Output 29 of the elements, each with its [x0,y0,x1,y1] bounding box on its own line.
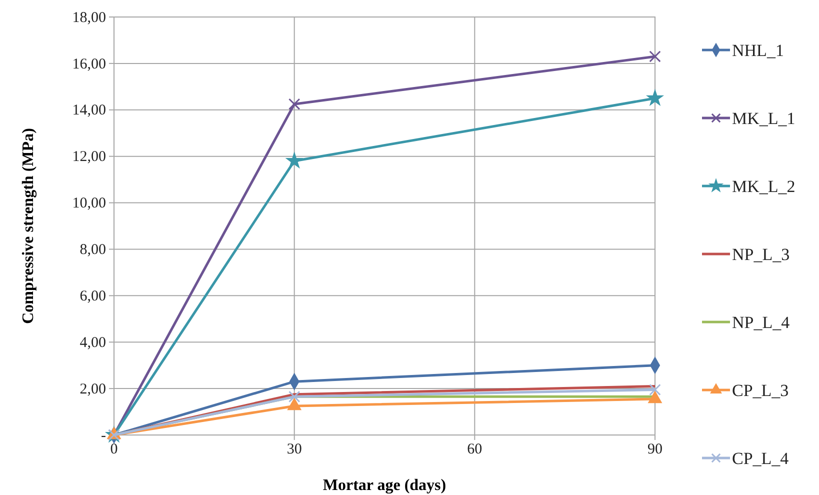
y-tick-label: 10,00 [72,196,106,212]
x-tick-label: 30 [286,442,302,458]
legend-label: NP_L_4 [732,313,790,332]
x-axis-title: Mortar age (days) [322,477,446,494]
point [646,90,664,106]
x-tick-label: 0 [110,442,118,458]
legend-label: CP_L_4 [732,449,790,468]
y-tick-label: 14,00 [72,102,106,119]
legend-label: NP_L_3 [732,245,790,264]
legend-label: CP_L_3 [732,381,789,400]
x-tick-label: 90 [648,442,662,458]
y-tick-label: 8,00 [80,242,106,258]
point [286,152,302,168]
y-tick-label: 18,00 [72,10,106,26]
legend-label: NHL_1 [732,41,784,60]
y-tick-label: - [101,428,106,444]
y-tick-label: 6,00 [80,288,106,304]
point [649,384,661,396]
y-tick-label: 16,00 [72,56,106,72]
y-tick-label: 4,00 [80,334,106,351]
legend-label: MK_L_2 [732,177,796,196]
y-tick-label: 12,00 [72,149,106,166]
y-tick-label: 2,00 [80,381,106,398]
point [288,390,300,403]
y-axis-title: Compressive strength (MPa) [20,128,37,324]
point [288,98,300,110]
x-tick-label: 60 [467,442,482,458]
legend-label: MK_L_1 [732,109,796,128]
point [649,50,661,62]
